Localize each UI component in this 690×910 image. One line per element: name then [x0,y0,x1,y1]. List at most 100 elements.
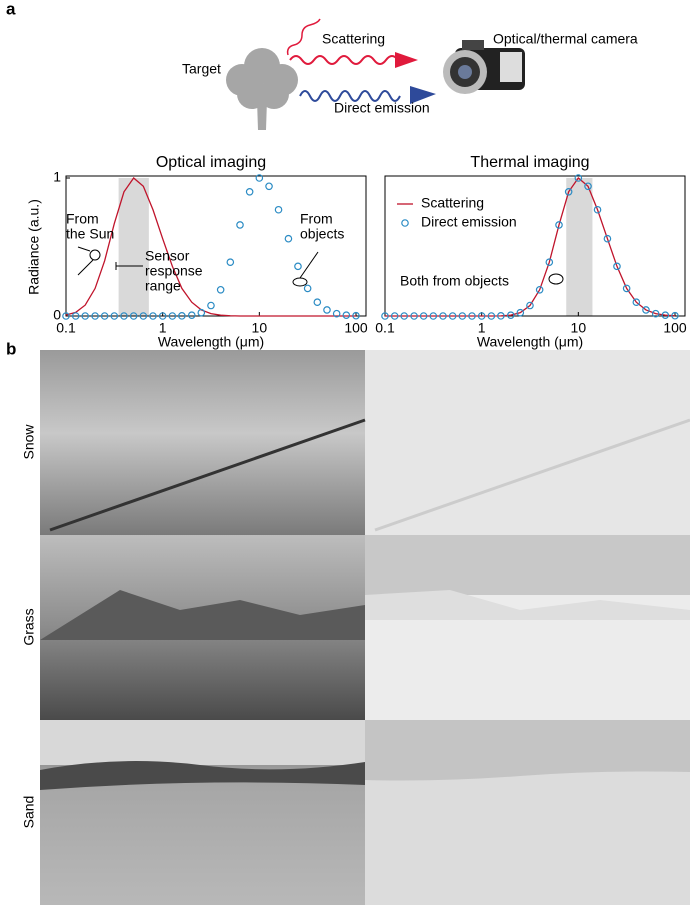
data-point [207,301,215,310]
plot-frame [384,175,686,317]
data-point [129,312,138,320]
chart-title: Thermal imaging [470,154,589,171]
data-point [497,312,505,320]
data-point [642,306,650,314]
photo [365,350,690,535]
x-tick-label: 0.1 [375,320,395,336]
data-point [458,312,467,320]
data-point [516,308,525,317]
data-point [613,262,621,271]
data-point [448,312,457,320]
data-point [226,258,235,266]
photo-sky [365,535,690,595]
data-point [197,308,206,317]
series-line [65,177,356,317]
photo-fence [49,418,366,532]
data-point [168,312,177,320]
data-point [419,312,428,320]
data-point [100,312,109,320]
charts: Optical imaging Wavelength (μm) Radiance (… [26,154,687,349]
series-line [385,177,676,317]
x-tick-label: 1 [478,320,486,336]
data-point [487,312,496,320]
data-point [439,312,447,320]
y-tick-label: 0 [53,307,61,323]
data-point [303,284,312,293]
panel-label: b [6,339,16,358]
legend-label: Direct emission [421,214,517,230]
data-point [284,234,293,243]
data-point [506,311,515,319]
data-point [555,221,563,229]
annotation: Sensor [145,248,190,264]
scatter-wave [286,18,321,56]
tree-icon [226,48,298,130]
x-axis-label: Wavelength (μm) [477,334,583,350]
data-point [120,312,128,320]
data-point [545,258,554,266]
data-point [468,312,476,320]
data-point [91,312,99,320]
data-point [149,312,157,320]
data-point [651,309,660,318]
diagram-label: Target [182,61,221,77]
data-point [584,182,592,191]
x-tick-label: 0.1 [56,320,76,336]
y-tick-label: 1 [53,169,61,185]
arrow-head [395,52,418,68]
diagram-label: Direct emission [334,100,430,116]
plot-frame [65,175,367,317]
data-point [535,285,544,294]
data-point [313,298,322,307]
annotation: From [300,211,333,227]
scatter-wave [289,55,399,65]
photo-grid [40,350,690,905]
y-axis-label: Radiance (a.u.) [26,199,42,295]
row-label: Grass [21,608,37,645]
data-point [332,309,341,318]
data-point [574,174,583,182]
data-point [71,312,80,320]
row-label: Snow [21,424,37,460]
photo [40,350,365,535]
callouts [77,246,564,287]
data-point [352,311,360,320]
data-point [265,182,273,191]
data-point [110,312,119,320]
photo-sky [40,720,365,765]
x-tick-label: 100 [344,320,368,336]
panel-label: a [6,0,16,18]
legend-label: Scattering [421,195,484,211]
photo-hills [40,761,365,790]
data-point [187,311,196,319]
emission-wave [299,90,401,102]
photo-hills [365,590,690,620]
annotation: objects [300,226,344,242]
annotation: From [66,211,99,227]
data-point [603,234,612,243]
highlight-band [118,178,149,316]
data-point [564,188,573,196]
data-point [661,311,670,319]
x-tick-label: 10 [252,320,268,336]
data-point [216,285,225,294]
data-point [400,312,409,320]
data-point [410,312,418,320]
data-point [477,312,486,320]
highlight-band [566,178,593,316]
data-point [274,205,283,214]
annotation: range [145,278,181,294]
x-tick-label: 1 [159,320,167,336]
photo-hills [40,590,365,640]
arrow-head [410,86,436,104]
data-point [294,262,302,271]
photo-fence [374,418,690,532]
camera-icon [443,40,525,94]
diagram-label: Scattering [322,31,385,47]
data-point [526,301,534,310]
data-point [593,205,602,214]
data-point [81,312,90,320]
x-tick-label: 10 [571,320,587,336]
